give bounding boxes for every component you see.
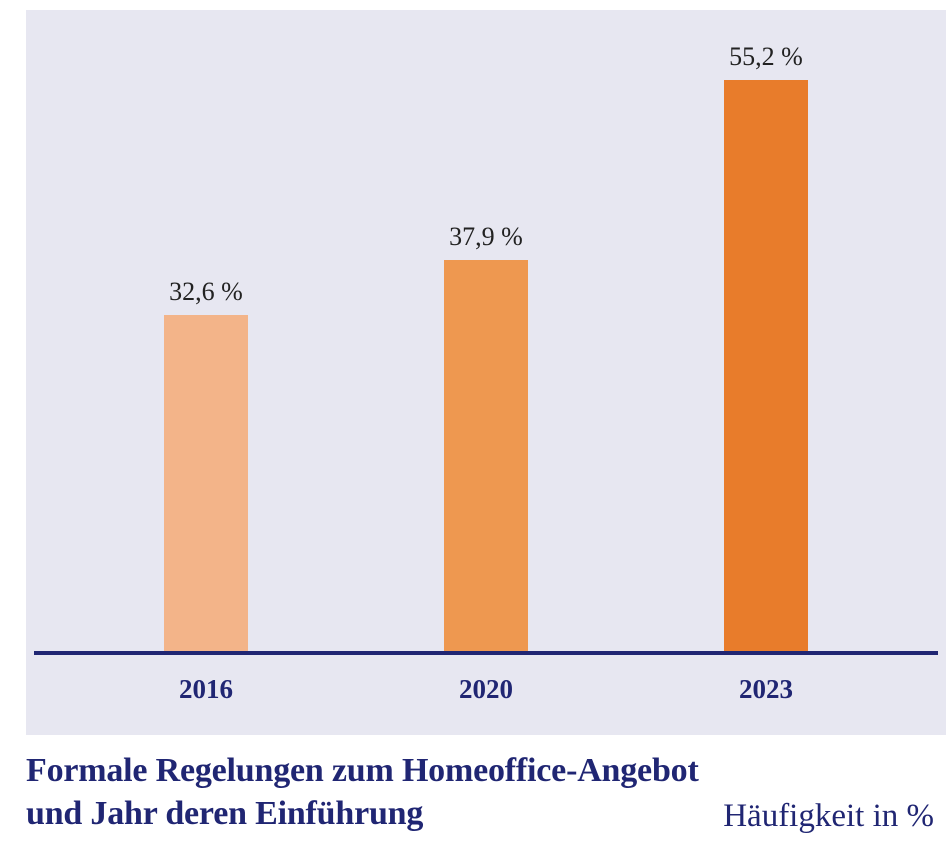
- bar-value-label-1: 37,9 %: [449, 222, 523, 252]
- x-label-0: 2016: [146, 674, 266, 705]
- bar-rect-1: [444, 260, 528, 655]
- x-label-1: 2020: [426, 674, 546, 705]
- bar-value-label-0: 32,6 %: [169, 277, 243, 307]
- chart-caption: Formale Regelungen zum Homeoffice-Angebo…: [0, 735, 952, 835]
- bar-rect-0: [164, 315, 248, 655]
- chart-title: Formale Regelungen zum Homeoffice-Angebo…: [26, 750, 703, 835]
- x-axis-labels: 2016 2020 2023: [26, 674, 946, 705]
- bar-value-label-2: 55,2 %: [729, 42, 803, 72]
- x-label-2: 2023: [706, 674, 826, 705]
- bar-group-0: 32,6 %: [164, 277, 248, 655]
- chart-plot-area: 32,6 % 37,9 % 55,2 % 2016 2020 2023: [26, 10, 946, 735]
- x-axis-baseline: [34, 651, 938, 655]
- bar-group-1: 37,9 %: [444, 222, 528, 655]
- bars-container: 32,6 % 37,9 % 55,2 %: [26, 30, 946, 655]
- bar-rect-2: [724, 80, 808, 655]
- bar-group-2: 55,2 %: [724, 42, 808, 655]
- chart-subtitle-right: Häufigkeit in %: [723, 798, 934, 835]
